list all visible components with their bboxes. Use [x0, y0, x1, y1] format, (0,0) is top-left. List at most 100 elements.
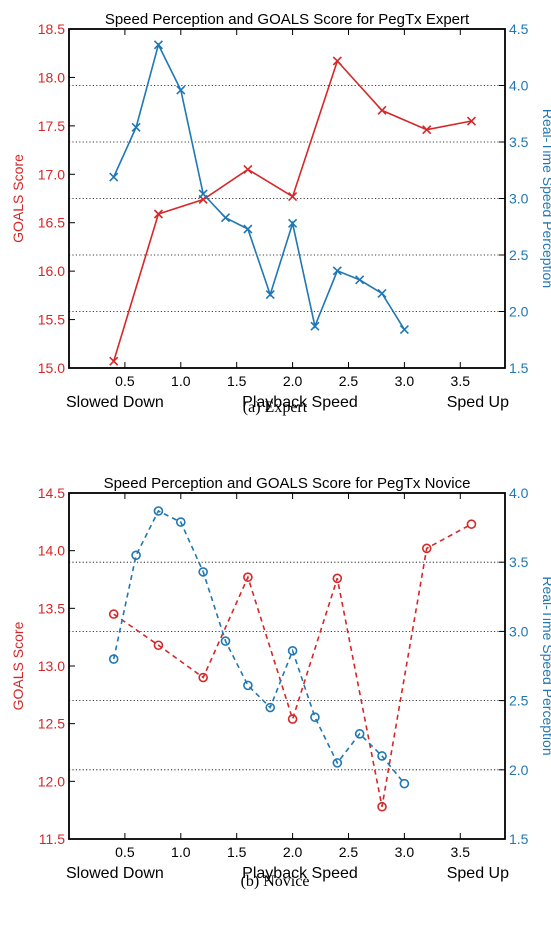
y-left-tick-label: 12.0	[38, 773, 65, 789]
data-point-speed-perception	[176, 85, 186, 95]
y-right-tick-label: 3.0	[509, 191, 529, 207]
series-line-goals-score	[113, 523, 472, 807]
data-point-speed-perception	[220, 213, 231, 223]
data-point-speed-perception	[399, 778, 410, 789]
data-point-goals-score	[466, 116, 477, 126]
data-point-speed-perception	[153, 506, 164, 516]
data-point-speed-perception	[355, 275, 365, 285]
y-right-axis-label: Real-Time Speed Perception	[540, 576, 551, 755]
y-left-tick-label: 14.0	[38, 543, 65, 559]
data-point-speed-perception	[310, 712, 320, 723]
data-point-speed-perception	[399, 325, 409, 335]
x-tick-label: 2.5	[339, 844, 359, 860]
y-left-tick-label: 18.0	[38, 69, 65, 85]
chart-title: Speed Perception and GOALS Score for Peg…	[105, 11, 470, 28]
x-tick-label: 3.5	[451, 373, 471, 389]
data-point-goals-score	[377, 801, 387, 812]
data-point-speed-perception	[109, 172, 119, 182]
data-point-speed-perception	[288, 218, 298, 228]
data-point-speed-perception	[198, 567, 208, 577]
y-left-axis-label: GOALS Score	[10, 621, 26, 710]
data-point-goals-score	[422, 125, 432, 135]
data-point-goals-score	[332, 56, 342, 66]
y-right-axis-label: Real-Time Speed Perception	[540, 109, 551, 288]
data-point-goals-score	[287, 714, 298, 724]
data-point-speed-perception	[243, 224, 253, 234]
x-tick-label: 0.5	[115, 373, 135, 389]
y-left-axis-label: GOALS Score	[10, 154, 26, 243]
y-right-tick-label: 2.0	[509, 304, 529, 320]
y-right-tick-label: 1.5	[509, 831, 529, 847]
data-point-goals-score	[466, 519, 477, 529]
data-point-goals-score	[153, 209, 164, 219]
x-tick-label: 0.5	[115, 844, 135, 860]
figure-caption: (b) Novice	[241, 873, 310, 890]
y-right-tick-label: 4.5	[509, 21, 529, 37]
data-point-goals-score	[377, 105, 387, 115]
y-left-tick-label: 13.5	[38, 600, 65, 616]
x-tick-label: 3.5	[451, 844, 471, 860]
data-point-goals-score	[108, 609, 119, 619]
chart-title: Speed Perception and GOALS Score for Peg…	[104, 475, 471, 492]
chart-1: Speed Perception and GOALS Score for Peg…	[10, 475, 551, 882]
y-left-tick-label: 17.0	[38, 166, 65, 182]
data-point-speed-perception	[287, 645, 298, 656]
data-point-goals-score	[421, 543, 432, 554]
data-point-speed-perception	[153, 40, 164, 50]
y-right-tick-label: 3.0	[509, 623, 529, 639]
data-point-goals-score	[198, 672, 208, 683]
data-point-speed-perception	[265, 702, 276, 713]
data-point-goals-score	[243, 164, 253, 175]
x-tick-label: 1.0	[171, 373, 191, 389]
x-tick-label: 3.0	[395, 844, 415, 860]
series-line-speed-perception	[112, 509, 406, 785]
y-left-tick-label: 16.0	[38, 263, 65, 279]
data-point-speed-perception	[377, 751, 387, 761]
data-point-speed-perception	[310, 321, 320, 331]
y-right-tick-label: 3.5	[509, 554, 529, 570]
y-right-tick-label: 2.5	[509, 693, 529, 709]
x-tick-label: 2.0	[283, 844, 303, 860]
data-point-goals-score	[288, 191, 298, 202]
data-point-goals-score	[109, 356, 119, 366]
data-point-speed-perception	[377, 288, 387, 298]
y-right-tick-label: 4.0	[509, 78, 529, 94]
y-left-tick-label: 16.5	[38, 215, 65, 231]
series-line-speed-perception	[112, 42, 406, 331]
y-right-tick-label: 2.5	[509, 247, 529, 263]
y-right-tick-label: 3.5	[509, 134, 529, 150]
chart-0: Speed Perception and GOALS Score for Peg…	[10, 11, 551, 411]
y-left-tick-label: 15.0	[38, 360, 65, 376]
x-axis-label: Playback Speed	[242, 394, 358, 411]
data-point-speed-perception	[131, 122, 141, 132]
data-point-speed-perception	[175, 517, 186, 527]
x-tick-label: 1.0	[171, 844, 191, 860]
x-axis-label: Playback Speed	[242, 865, 358, 882]
data-point-speed-perception	[220, 636, 231, 646]
x-tick-label: 3.0	[395, 373, 415, 389]
series-line-goals-score	[112, 59, 472, 362]
data-point-goals-score	[243, 572, 253, 582]
data-point-speed-perception	[354, 729, 365, 739]
y-right-tick-label: 4.0	[509, 485, 529, 501]
x-label-sped-up: Sped Up	[447, 394, 509, 411]
data-point-goals-score	[332, 573, 343, 584]
y-left-tick-label: 15.5	[38, 312, 65, 328]
y-left-tick-label: 14.5	[38, 485, 65, 501]
data-point-speed-perception	[332, 758, 343, 768]
x-tick-label: 2.5	[339, 373, 359, 389]
y-left-tick-label: 17.5	[38, 118, 65, 134]
y-left-tick-label: 12.5	[38, 716, 65, 732]
y-left-tick-label: 11.5	[39, 831, 65, 847]
x-tick-label: 1.5	[227, 844, 247, 860]
y-left-tick-label: 18.5	[38, 21, 65, 37]
data-point-speed-perception	[131, 550, 141, 561]
data-point-speed-perception	[108, 654, 119, 664]
data-point-speed-perception	[332, 266, 342, 276]
figure-caption: (a) Expert	[243, 399, 308, 416]
x-label-slowed-down: Slowed Down	[66, 394, 164, 411]
data-point-speed-perception	[265, 289, 275, 300]
x-label-sped-up: Sped Up	[447, 865, 509, 882]
x-tick-label: 1.5	[227, 373, 247, 389]
